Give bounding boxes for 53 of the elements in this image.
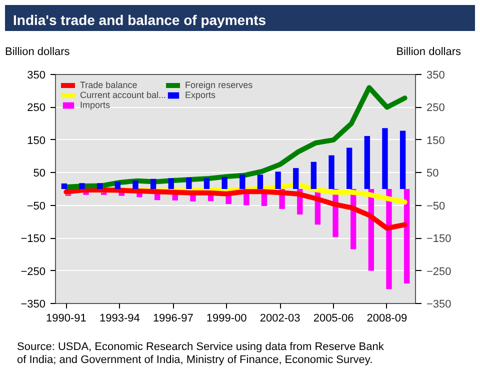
source-note: Source: USDA, Economic Research Service using data from Reserve Bank of India; and Government of India, Ministry of Finance, Economic Survey. bbox=[17, 341, 385, 368]
x-tick-label: 1996-97 bbox=[152, 312, 194, 324]
bar bbox=[328, 155, 334, 189]
bar bbox=[240, 174, 246, 189]
bar bbox=[400, 130, 406, 189]
bar bbox=[61, 183, 68, 189]
y2-axis-title: Billion dollars bbox=[396, 45, 461, 60]
y2-tick-label: −250 bbox=[426, 266, 452, 278]
bar bbox=[257, 174, 264, 189]
bar bbox=[168, 178, 174, 189]
bar bbox=[364, 136, 370, 189]
bar bbox=[222, 176, 228, 189]
y2-tick-label: −350 bbox=[426, 298, 452, 310]
y-tick-label: 150 bbox=[27, 134, 46, 147]
legend-label: Current account bal... bbox=[80, 90, 166, 100]
y2-tick-label: 150 bbox=[426, 134, 445, 147]
y-tick-label: 50 bbox=[33, 168, 46, 180]
bar bbox=[404, 189, 410, 284]
x-tick-label: 1990-91 bbox=[46, 312, 86, 324]
y-tick-label: −150 bbox=[20, 233, 46, 246]
bar bbox=[150, 178, 156, 189]
legend-label: Foreign reserves bbox=[185, 80, 253, 90]
legend-label: Imports bbox=[80, 100, 110, 110]
x-tick-label: 2002-03 bbox=[260, 312, 300, 324]
y-tick-label: 250 bbox=[27, 102, 46, 114]
y2-tick-label: −50 bbox=[426, 200, 446, 212]
bar bbox=[293, 168, 299, 189]
y2-tick-label: 50 bbox=[426, 168, 439, 180]
y-tick-label: −250 bbox=[20, 266, 46, 278]
x-tick-label: 2005-06 bbox=[313, 312, 354, 324]
bar bbox=[114, 182, 120, 189]
y-tick-label: 350 bbox=[27, 70, 46, 82]
bar bbox=[382, 128, 388, 189]
legend-label: Exports bbox=[185, 90, 216, 100]
y2-tick-label: 250 bbox=[426, 102, 445, 114]
bar bbox=[96, 183, 103, 189]
bar bbox=[275, 172, 281, 189]
bar bbox=[186, 178, 192, 189]
bar bbox=[310, 162, 317, 189]
x-tick-label: 1999-00 bbox=[206, 312, 247, 324]
x-tick-label: 1993-94 bbox=[99, 312, 140, 324]
bar bbox=[204, 178, 210, 189]
bar bbox=[346, 148, 352, 189]
chart-title: India's trade and balance of payments bbox=[13, 11, 266, 30]
y2-tick-label: 350 bbox=[426, 70, 445, 82]
y-tick-label: −50 bbox=[26, 200, 46, 212]
bar bbox=[132, 180, 138, 189]
y-tick-label: −350 bbox=[20, 298, 46, 310]
y-axis-title: Billion dollars bbox=[5, 45, 70, 60]
x-tick-label: 2008-09 bbox=[366, 312, 408, 324]
y2-tick-label: −150 bbox=[426, 233, 452, 246]
legend-label: Trade balance bbox=[80, 80, 138, 90]
bar bbox=[79, 183, 85, 189]
